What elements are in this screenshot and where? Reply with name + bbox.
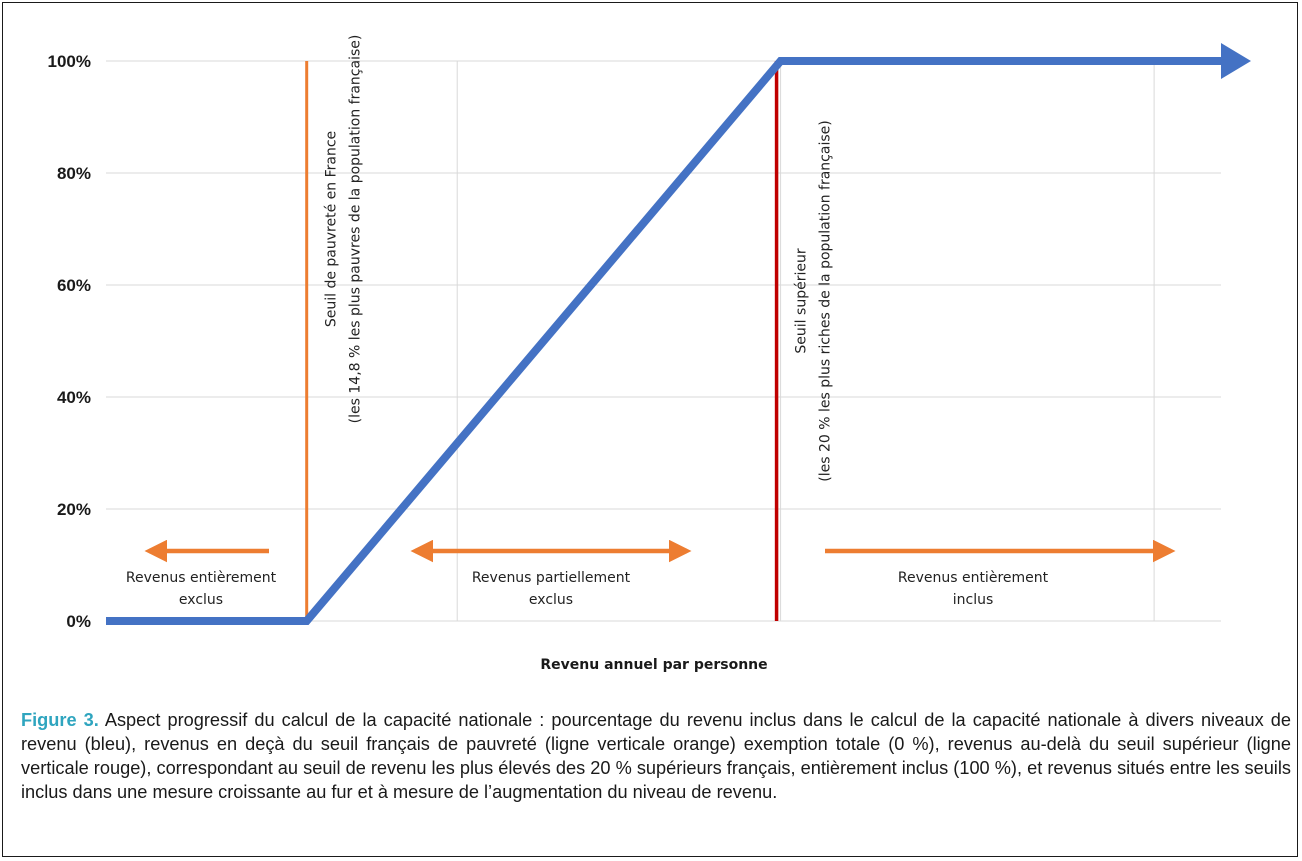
y-tick-label: 20% xyxy=(57,500,91,519)
threshold-label-line2: (les 20 % les plus riches de la populati… xyxy=(818,120,834,481)
region-label-line2: inclus xyxy=(953,592,994,608)
series-end-arrow xyxy=(1221,43,1251,79)
y-tick-label: 60% xyxy=(57,276,91,295)
region-label-line2: exclus xyxy=(179,592,223,608)
threshold-label-line1: Seuil supérieur xyxy=(794,248,810,353)
threshold-label-line1: Seuil de pauvreté en France xyxy=(324,131,340,327)
y-tick-label: 80% xyxy=(57,164,91,183)
chart: 0% 20% 40% 60% 80% 100% Seuil de pauvreté en F… xyxy=(48,35,1251,673)
figure-label: Figure 3. xyxy=(21,710,99,730)
threshold-label-line2: (les 14,8 % les plus pauvres de la popul… xyxy=(348,35,364,424)
y-tick-label: 0% xyxy=(66,612,91,631)
region-label-line1: Revenus partiellement xyxy=(472,570,631,586)
y-tick-label: 100% xyxy=(48,52,91,71)
y-tick-label: 40% xyxy=(57,388,91,407)
region-label-line2: exclus xyxy=(529,592,573,608)
region-label-line1: Revenus entièrement xyxy=(898,570,1049,586)
threshold-label: Seuil supérieur (les 20 % les plus riches… xyxy=(794,120,834,481)
x-axis-label: Revenu annuel par personne xyxy=(540,657,767,673)
figure-caption: Figure 3. Aspect progressif du calcul de… xyxy=(21,708,1291,804)
threshold-label: Seuil de pauvreté en France (les 14,8 % l… xyxy=(324,35,364,424)
caption-text: Aspect progressif du calcul de la capaci… xyxy=(21,710,1292,802)
region-label-line1: Revenus entièrement xyxy=(126,570,277,586)
series-line xyxy=(106,57,1221,625)
